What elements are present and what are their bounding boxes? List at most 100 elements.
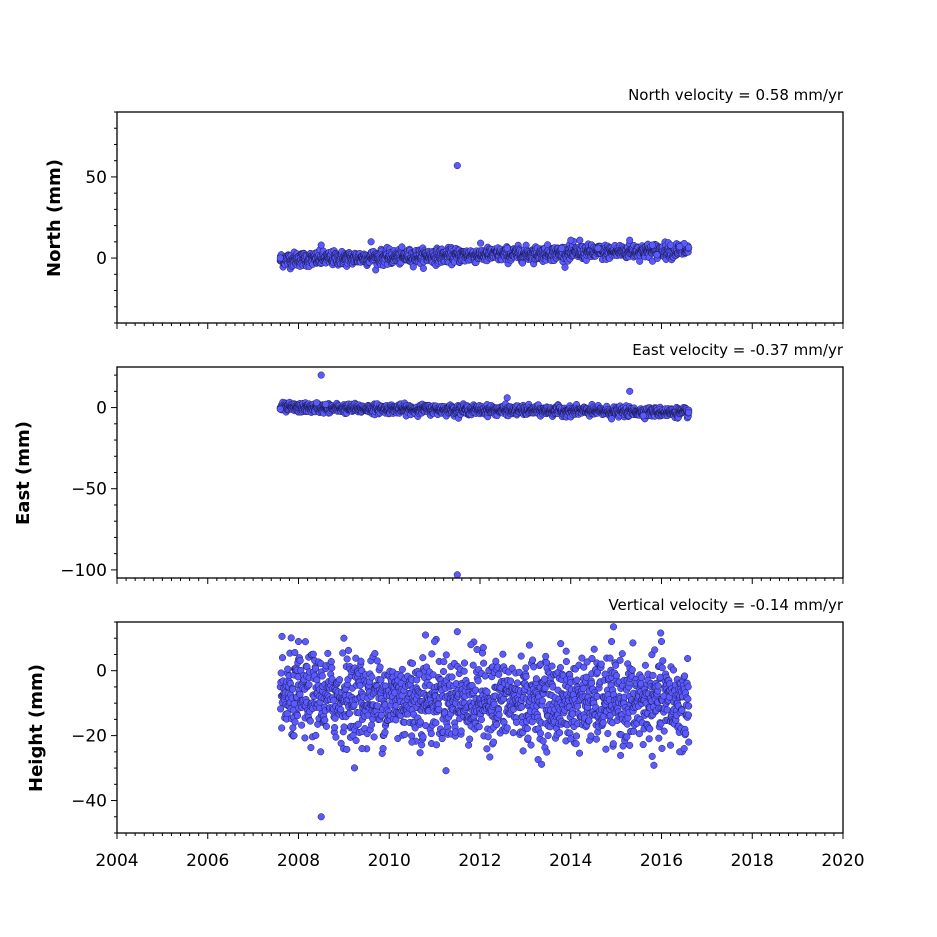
y-tick-label: 50 bbox=[85, 168, 107, 188]
data-point bbox=[367, 238, 375, 246]
data-point bbox=[327, 658, 335, 666]
data-point bbox=[648, 241, 656, 249]
data-point bbox=[331, 723, 339, 732]
data-point bbox=[453, 162, 461, 170]
data-point bbox=[579, 684, 587, 693]
data-point bbox=[523, 724, 531, 733]
data-point bbox=[277, 705, 285, 713]
data-point bbox=[639, 741, 647, 749]
data-point bbox=[474, 677, 482, 685]
data-point bbox=[556, 664, 564, 672]
data-point bbox=[398, 665, 406, 673]
data-point bbox=[645, 735, 653, 743]
data-point bbox=[493, 720, 501, 729]
data-point bbox=[681, 672, 689, 680]
data-point bbox=[284, 665, 292, 673]
data-point bbox=[408, 738, 416, 746]
plot-frame bbox=[116, 111, 844, 324]
data-point bbox=[289, 724, 297, 732]
data-point bbox=[418, 741, 426, 749]
data-point bbox=[448, 673, 456, 681]
data-point bbox=[291, 648, 299, 657]
data-point bbox=[626, 741, 634, 749]
ticks-group: 050 bbox=[85, 111, 844, 329]
data-point bbox=[278, 654, 287, 662]
data-point bbox=[278, 724, 286, 732]
data-point bbox=[301, 638, 309, 646]
data-point bbox=[379, 744, 387, 753]
y-tick-label: −100 bbox=[60, 561, 107, 581]
data-point bbox=[562, 647, 570, 655]
data-point bbox=[542, 652, 550, 660]
data-point bbox=[276, 405, 284, 413]
data-point bbox=[469, 661, 477, 669]
data-point bbox=[669, 666, 678, 674]
data-point bbox=[368, 673, 376, 681]
data-point bbox=[654, 682, 662, 690]
x-tick-label: 2020 bbox=[821, 851, 864, 871]
data-point bbox=[536, 729, 545, 737]
data-point bbox=[419, 654, 427, 662]
data-point bbox=[684, 711, 693, 719]
data-point bbox=[408, 732, 416, 740]
y-tick-label: −50 bbox=[71, 480, 107, 500]
data-point bbox=[465, 741, 473, 749]
data-point bbox=[480, 659, 488, 667]
y-tick-label: 0 bbox=[96, 399, 107, 419]
data-point bbox=[641, 661, 649, 669]
data-point bbox=[398, 243, 406, 251]
data-point bbox=[317, 813, 325, 821]
data-point bbox=[287, 634, 295, 642]
data-point bbox=[682, 729, 690, 737]
data-point bbox=[432, 719, 440, 727]
data-point bbox=[324, 649, 332, 657]
data-point bbox=[340, 723, 348, 731]
data-point bbox=[357, 657, 365, 665]
data-point bbox=[572, 740, 580, 748]
data-point bbox=[519, 747, 527, 755]
y-axis-label: East (mm) bbox=[13, 421, 34, 525]
data-point bbox=[419, 264, 427, 272]
data-point bbox=[467, 641, 475, 649]
data-point bbox=[492, 657, 500, 665]
data-point bbox=[604, 729, 612, 738]
data-point bbox=[276, 254, 284, 262]
data-point bbox=[638, 674, 646, 682]
data-point bbox=[646, 725, 654, 733]
data-point bbox=[628, 666, 636, 674]
data-point bbox=[655, 734, 663, 742]
data-point bbox=[309, 650, 317, 658]
data-point bbox=[343, 745, 351, 753]
data-point bbox=[373, 657, 381, 665]
data-point bbox=[277, 669, 285, 677]
data-point bbox=[666, 741, 675, 749]
data-point bbox=[298, 721, 306, 729]
data-point bbox=[602, 745, 610, 753]
data-point bbox=[352, 736, 360, 745]
data-point bbox=[544, 732, 552, 740]
data-point bbox=[522, 664, 530, 672]
data-point bbox=[321, 716, 329, 724]
data-point bbox=[612, 672, 621, 680]
data-point bbox=[278, 632, 286, 640]
data-point bbox=[419, 733, 427, 741]
data-point bbox=[453, 628, 461, 636]
points-group bbox=[276, 623, 693, 821]
data-point bbox=[660, 727, 668, 735]
data-point bbox=[543, 748, 551, 756]
data-point bbox=[289, 685, 297, 693]
data-point bbox=[431, 637, 439, 646]
data-point bbox=[616, 656, 624, 664]
data-point bbox=[649, 671, 657, 679]
data-point bbox=[518, 259, 527, 267]
data-point bbox=[594, 244, 602, 252]
data-point bbox=[517, 652, 525, 660]
data-point bbox=[684, 683, 692, 691]
data-point bbox=[626, 387, 634, 395]
data-point bbox=[378, 711, 386, 719]
data-point bbox=[421, 631, 430, 639]
data-point bbox=[296, 657, 304, 665]
data-point bbox=[574, 702, 582, 710]
data-point bbox=[335, 676, 344, 684]
data-point bbox=[597, 660, 605, 668]
